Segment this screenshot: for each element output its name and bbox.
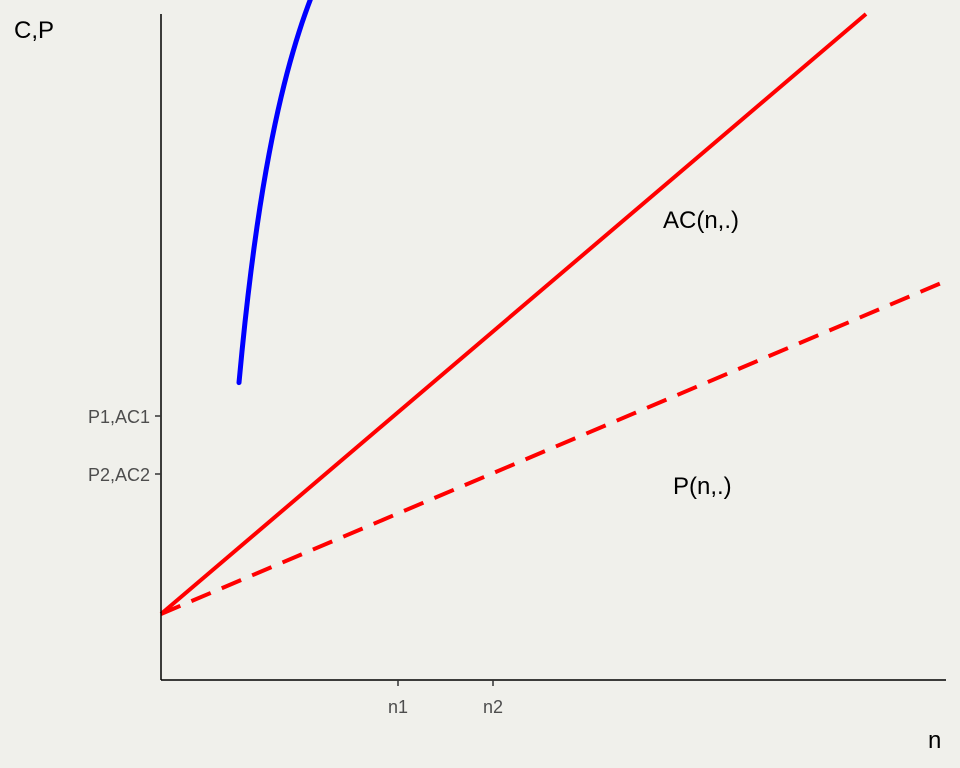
price-curve-label: P(n,.) xyxy=(673,473,732,500)
y-axis-title: C,P xyxy=(14,17,54,44)
y-tick-label-2: P2,AC2 xyxy=(88,465,150,485)
ac-solid-line xyxy=(159,12,868,616)
x-axis-title: n xyxy=(928,727,941,754)
ac-curve-label: AC(n,.) xyxy=(663,207,739,234)
x-tick-label-2: n2 xyxy=(483,697,503,717)
y-tick-label-1: P1,AC1 xyxy=(88,407,150,427)
x-tick-label-1: n1 xyxy=(388,697,408,717)
ac-dashed-line xyxy=(160,279,947,616)
